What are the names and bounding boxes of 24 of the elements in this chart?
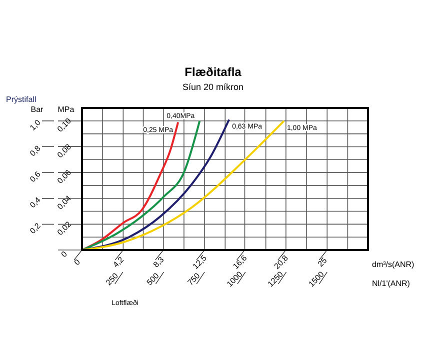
y2-tick-label: 0,2 bbox=[28, 220, 43, 236]
x2-tick-label: 750 bbox=[186, 270, 202, 288]
y2-tick-label: 0,4 bbox=[28, 195, 43, 210]
y-tick-label: 0,10 bbox=[56, 116, 74, 134]
y-axis-title: MPa bbox=[58, 105, 75, 114]
y2-axis-title: Bar bbox=[30, 105, 44, 114]
y2-tick-label: 0,6 bbox=[28, 169, 43, 184]
x2-tick-label: 500 bbox=[145, 270, 162, 288]
chart-subtitle: Síun 20 míkron bbox=[182, 82, 244, 92]
x-tick-label: 16,6 bbox=[231, 253, 250, 271]
y-tick-label: 0,04 bbox=[56, 194, 74, 212]
y2-tick-label: 1,0 bbox=[28, 118, 43, 132]
x-tick-label: 4,2 bbox=[111, 254, 126, 270]
y-tick-label: 0,06 bbox=[56, 168, 74, 186]
text: Prýstifall bbox=[6, 95, 36, 104]
x2-axis-title: Nl/1'(ANR) bbox=[372, 279, 410, 288]
x2-tick-label: 250 bbox=[104, 270, 120, 288]
chart-title: Flæðitafla bbox=[184, 65, 242, 79]
x-tick-label: 0 bbox=[72, 257, 82, 267]
x-tick-label: 25 bbox=[316, 256, 330, 269]
x-tick-label: 8,3 bbox=[151, 254, 166, 270]
text: dm³/s(ANR) bbox=[372, 260, 415, 269]
y2-tick-label: 0,8 bbox=[28, 143, 43, 158]
y-tick-label: 0,02 bbox=[56, 219, 74, 238]
